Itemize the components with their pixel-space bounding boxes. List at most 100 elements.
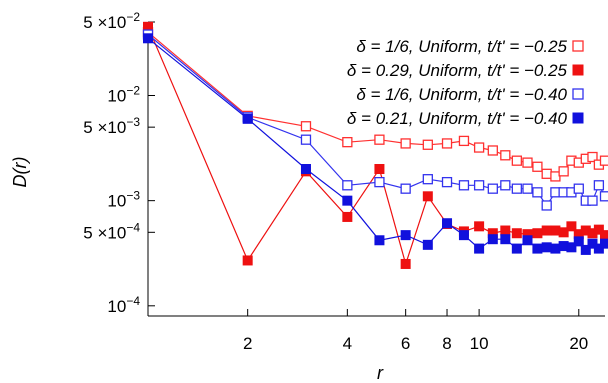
data-point — [374, 164, 385, 174]
data-point — [532, 243, 543, 254]
data-point — [573, 236, 584, 247]
data-point — [422, 139, 433, 150]
y-tick-label: 5 ×10−2 — [83, 10, 140, 32]
data-point — [400, 258, 411, 269]
data-point — [541, 200, 552, 211]
legend-marker — [572, 88, 584, 100]
x-tick-label: 2 — [243, 334, 252, 353]
data-point — [374, 235, 385, 246]
x-axis-title: r — [377, 363, 384, 383]
data-point — [300, 121, 312, 132]
data-point — [473, 180, 485, 191]
data-point — [511, 243, 522, 254]
data-point — [566, 242, 577, 253]
data-point — [458, 230, 469, 241]
data-point — [550, 225, 561, 236]
data-point — [532, 228, 543, 239]
data-point — [522, 157, 533, 168]
data-point — [342, 195, 353, 206]
data-point — [441, 176, 453, 188]
data-point — [599, 191, 608, 202]
x-axis: 2 4 6 8 10 20 — [243, 309, 588, 353]
data-point — [573, 183, 584, 194]
series-2 — [143, 21, 608, 269]
data-point — [400, 138, 411, 149]
legend-marker — [572, 64, 584, 76]
data-point — [541, 242, 552, 253]
x-tick-label: 20 — [569, 334, 588, 353]
data-point — [300, 164, 311, 174]
data-point — [143, 33, 153, 44]
data-point — [422, 239, 433, 250]
data-point — [400, 230, 411, 241]
x-tick-label: 10 — [470, 334, 489, 353]
data-point — [600, 238, 608, 249]
data-point — [511, 183, 522, 194]
data-point — [500, 180, 511, 191]
y-tick-label: 10−4 — [107, 294, 140, 316]
legend-label: δ = 1/6, Uniform, t/t' = −0.40 — [356, 85, 567, 104]
data-point — [487, 234, 498, 245]
data-point — [580, 244, 591, 255]
data-point — [550, 243, 561, 254]
data-point — [342, 211, 353, 222]
data-point — [522, 235, 533, 246]
y-axis-title: D(r) — [10, 157, 30, 188]
data-point — [532, 187, 543, 198]
x-tick-label: 8 — [442, 334, 451, 353]
data-point — [342, 137, 353, 148]
data-point — [242, 255, 253, 266]
data-point — [422, 191, 433, 202]
x-tick-label: 4 — [343, 334, 352, 353]
data-point — [500, 150, 511, 161]
data-point — [374, 176, 385, 188]
data-point — [300, 134, 312, 145]
y-tick-label: 5 ×10−3 — [83, 115, 140, 137]
legend-label: δ = 0.21, Uniform, t/t' = −0.40 — [347, 109, 568, 128]
data-point — [558, 227, 569, 238]
data-point — [500, 234, 511, 245]
plot-frame — [147, 22, 605, 317]
y-tick-label: 10−2 — [107, 84, 140, 106]
data-point — [587, 195, 598, 206]
y-axis: 5 ×10−2 10−2 5 ×10−3 10−3 5 ×10−4 10−4 — [83, 10, 155, 316]
data-point — [242, 113, 253, 124]
data-point — [458, 135, 470, 147]
y-tick-label: 10−3 — [107, 189, 140, 211]
data-point — [374, 134, 385, 145]
data-point — [593, 224, 604, 235]
series-4 — [143, 33, 608, 255]
data-point — [400, 183, 411, 194]
legend-marker — [572, 40, 584, 52]
legend: δ = 1/6, Uniform, t/t' = −0.25 δ = 0.29, … — [347, 37, 584, 128]
data-point — [441, 138, 453, 149]
data-point — [458, 180, 470, 191]
legend-marker — [572, 112, 584, 124]
data-point — [587, 151, 598, 163]
data-point — [474, 221, 485, 232]
legend-label: δ = 1/6, Uniform, t/t' = −0.25 — [356, 37, 567, 56]
legend-label: δ = 0.29, Uniform, t/t' = −0.25 — [347, 61, 568, 80]
data-point — [600, 230, 608, 241]
data-point — [474, 243, 485, 254]
data-point — [511, 155, 522, 166]
data-point — [566, 221, 577, 232]
data-point — [558, 166, 569, 177]
data-point — [532, 161, 543, 172]
data-point — [541, 225, 552, 236]
data-point — [473, 142, 485, 153]
y-tick-label: 5 ×10−4 — [83, 220, 140, 242]
data-point — [442, 218, 453, 229]
data-point — [541, 168, 552, 179]
data-point — [522, 183, 533, 194]
data-point — [422, 174, 433, 185]
series-layer — [142, 21, 608, 269]
data-point — [342, 180, 353, 191]
data-point — [487, 183, 498, 194]
data-point — [599, 155, 608, 166]
data-point — [487, 145, 498, 156]
data-point — [511, 228, 522, 239]
data-point — [500, 225, 511, 236]
x-tick-label: 6 — [401, 334, 410, 353]
